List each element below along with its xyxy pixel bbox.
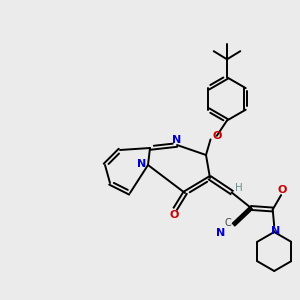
Text: C: C [225, 218, 232, 228]
Text: N: N [172, 135, 181, 145]
Text: O: O [278, 185, 287, 195]
Text: O: O [170, 210, 179, 220]
Text: H: H [235, 183, 243, 193]
Text: N: N [217, 228, 226, 238]
Text: O: O [212, 131, 222, 141]
Text: N: N [137, 159, 147, 170]
Text: N: N [271, 226, 280, 236]
